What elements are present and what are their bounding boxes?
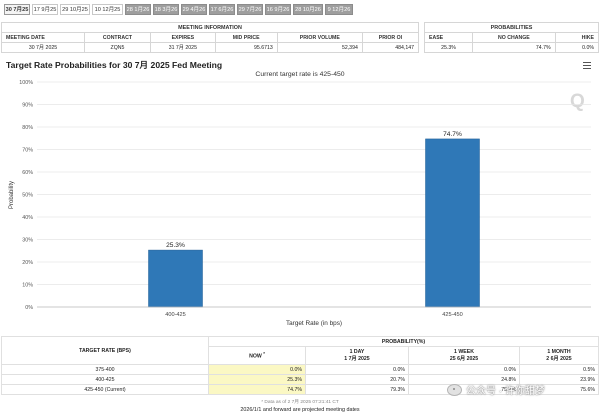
- header-target-rate: TARGET RATE (BPS): [1, 336, 209, 365]
- chart-bars: 25.3% 74.7%: [148, 131, 480, 308]
- week-cell: 0.0%: [408, 364, 520, 375]
- day-cell: 79.3%: [305, 384, 409, 395]
- mid-price-value: 95.6713: [214, 42, 278, 53]
- bar-data-label: 74.7%: [443, 131, 462, 138]
- ease-value: 25.3%: [423, 42, 474, 53]
- header-now: NOW: [249, 353, 262, 360]
- x-axis-ticks: 400-425 425-450: [165, 312, 463, 318]
- chart-gridlines: [37, 81, 591, 285]
- rate-cell: 425-450 (Current): [1, 384, 209, 395]
- y-tick-label: 20%: [22, 260, 33, 266]
- rate-cell: 375-400: [1, 364, 209, 375]
- y-tick-label: 100%: [19, 80, 33, 86]
- y-tick-label: 90%: [22, 103, 33, 109]
- month-cell: 75.6%: [519, 384, 599, 395]
- table-row: 425-450 (Current) 74.7% 79.3% 75.2% 75.6…: [1, 384, 599, 395]
- header-1-month-date: 2 6月 2025: [546, 356, 572, 362]
- wechat-account-icon: [447, 383, 462, 396]
- meeting-tab[interactable]: 10 12月25: [92, 4, 123, 15]
- data-timestamp-note: * Data as of 2 7月 2025 07:21:41 CT: [261, 400, 339, 405]
- meeting-tab[interactable]: 18 3月26: [153, 4, 179, 15]
- meeting-tab[interactable]: 28 1月26: [125, 4, 151, 15]
- x-tick-label: 425-450: [442, 312, 463, 318]
- y-axis-ticks: 0% 10% 20% 30% 40% 50% 60% 70% 80% 90% 100%: [19, 80, 33, 311]
- meeting-tab[interactable]: 16 9月26: [265, 4, 291, 15]
- hike-value: 0.0%: [554, 42, 600, 53]
- meeting-tab[interactable]: 17 6月26: [209, 4, 235, 15]
- quikstrike-q-logo-icon: Q: [570, 91, 585, 112]
- header-1-week-date: 25 6月 2025: [449, 356, 479, 362]
- watermark-text: 公众号 · 许你甜梦: [466, 386, 545, 397]
- chart-title: Target Rate Probabilities for 30 7月 2025…: [6, 60, 223, 70]
- bar-425-450[interactable]: [425, 138, 480, 308]
- table-row: 375-400 0.0% 0.0% 0.0% 0.5%: [1, 364, 599, 375]
- header-probability-group: PROBABILITY(%): [208, 336, 599, 347]
- day-cell: 0.0%: [305, 364, 409, 375]
- meeting-tab[interactable]: 30 7月25: [4, 4, 30, 15]
- now-asterisk: *: [263, 351, 265, 357]
- y-tick-label: 70%: [22, 148, 33, 154]
- meeting-tab[interactable]: 9 12月26: [325, 4, 353, 15]
- rate-cell: 400-425: [1, 374, 209, 385]
- y-tick-label: 50%: [22, 193, 33, 199]
- y-tick-label: 60%: [22, 170, 33, 176]
- day-cell: 20.7%: [305, 374, 409, 385]
- y-axis-label: Probability: [9, 181, 15, 209]
- y-tick-label: 0%: [25, 305, 33, 311]
- x-axis-label: Target Rate (in bps): [286, 320, 342, 327]
- bar-400-425[interactable]: [148, 249, 203, 308]
- month-cell: 0.5%: [519, 364, 599, 375]
- meeting-tab[interactable]: 29 10月25: [60, 4, 90, 15]
- probabilities-table: PROBABILITIES EASE NO CHANGE HIKE 25.3% …: [423, 22, 600, 53]
- y-tick-label: 80%: [22, 125, 33, 131]
- projection-footer-note: 2026/1/1 and forward are projected meeti…: [240, 407, 360, 413]
- header-1-month: 1 MONTH: [547, 349, 571, 355]
- bar-data-label: 25.3%: [166, 242, 185, 249]
- hamburger-menu-icon[interactable]: [583, 62, 591, 69]
- now-cell: 74.7%: [208, 384, 306, 395]
- chart-subtitle: Current target rate is 425-450: [255, 71, 345, 78]
- meeting-tab[interactable]: 29 4月26: [181, 4, 207, 15]
- header-1-day: 1 DAY: [349, 349, 365, 355]
- now-cell: 25.3%: [208, 374, 306, 385]
- x-tick-label: 400-425: [165, 312, 186, 318]
- meeting-tab[interactable]: 17 9月25: [32, 4, 58, 15]
- probability-bar-chart: 0% 10% 20% 30% 40% 50% 60% 70% 80% 90% 100% 25.3% 7…: [9, 80, 591, 327]
- y-tick-label: 30%: [22, 238, 33, 244]
- header-1-day-date: 1 7月 2025: [344, 356, 370, 362]
- target-rate-probability-table: TARGET RATE (BPS) PROBABILITY(%) NOW * 1…: [1, 336, 599, 395]
- y-tick-label: 10%: [22, 283, 33, 289]
- meeting-tab[interactable]: 29 7月26: [237, 4, 263, 15]
- wechat-watermark: 公众号 · 许你甜梦: [447, 382, 545, 397]
- prior-oi-value: 484,147: [361, 42, 420, 53]
- now-cell: 0.0%: [208, 364, 306, 375]
- meeting-info-table: MEETING INFORMATION MEETING DATE CONTRAC…: [1, 22, 420, 53]
- meeting-tab[interactable]: 28 10月26: [293, 4, 323, 15]
- y-tick-label: 40%: [22, 215, 33, 221]
- header-1-week: 1 WEEK: [454, 349, 474, 355]
- contract-value: ZQN5: [83, 42, 152, 53]
